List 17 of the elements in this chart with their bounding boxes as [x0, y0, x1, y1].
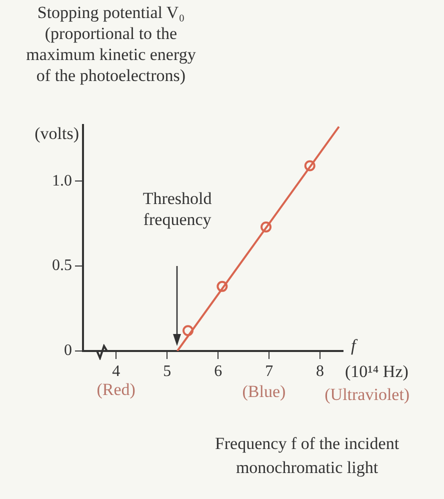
y-tick-label: 0.5 [52, 257, 72, 274]
text: (Ultraviolet) [324, 384, 411, 405]
annotation: Threshold frequency [142, 188, 213, 230]
x-axis-title: Frequency f of the incident monochromatic light [214, 433, 400, 479]
x-tick-label: 5 [163, 362, 172, 380]
chart-title: Stopping potential V₀ (proportional to the maximum kinetic energy of the photoelectrons) [25, 2, 197, 86]
text: (Blue) [241, 381, 287, 402]
y-tick-label: 0 [64, 342, 72, 360]
y-tick-label: 1.0 [52, 172, 72, 190]
x-tick-label: 7 [265, 362, 274, 380]
x-tick-label: 6 [214, 362, 222, 380]
x-tick-label: 8 [316, 362, 324, 380]
text: (Red) [96, 379, 136, 400]
x-tick-label: 4 [112, 362, 120, 380]
text: f [351, 335, 356, 356]
y-axis-title: (volts) [34, 123, 79, 144]
text: (10¹⁴ Hz) [345, 361, 408, 382]
